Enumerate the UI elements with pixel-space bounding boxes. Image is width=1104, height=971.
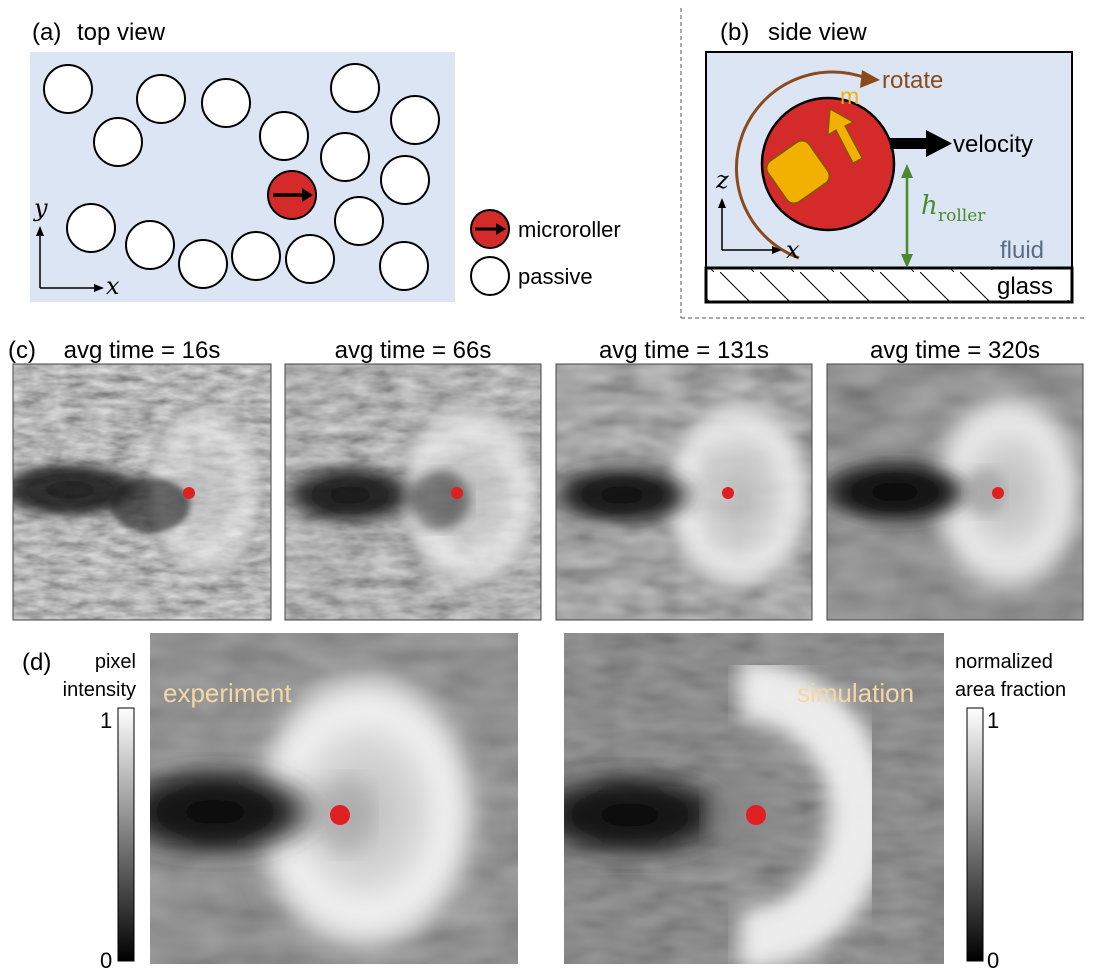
- left-colorbar: [117, 707, 135, 962]
- experiment-label: experiment: [163, 678, 292, 708]
- left-colorbar-min: 0: [100, 948, 112, 971]
- panel-d: (d) pixel intensity 1 0 experiment simul…: [22, 633, 1066, 971]
- panel-a-title: top view: [77, 19, 166, 46]
- top-view-axes: y x: [33, 194, 120, 300]
- right-colorbar: [966, 707, 984, 962]
- rotate-label: rotate: [882, 67, 943, 94]
- experiment-marker: [330, 805, 350, 825]
- frame-2-border: [284, 363, 542, 621]
- passive-particle: [334, 196, 384, 246]
- axis-y-label: y: [33, 194, 48, 222]
- panel-b: (b) side view glass fluid rotate m veloc…: [704, 19, 1074, 304]
- passive-particle: [320, 132, 370, 182]
- frame-2-title: avg time = 66s: [335, 337, 492, 364]
- panel-c-label: (c): [8, 337, 36, 364]
- passive-particle: [93, 117, 143, 167]
- passive-particle: [178, 239, 228, 289]
- passive-particle: [136, 74, 186, 124]
- passive-particle: [43, 64, 93, 114]
- passive-particle: [259, 111, 309, 161]
- passive-particle: [201, 78, 251, 128]
- passive-particle: [285, 234, 335, 284]
- panel-a: (a) top view: [30, 19, 621, 302]
- legend-passive-symbol: [470, 256, 510, 296]
- height-label-sub: roller: [938, 206, 986, 226]
- frame-4-border: [826, 363, 1084, 621]
- magnet-block: [765, 139, 831, 205]
- rotation-arrow-head: [860, 70, 880, 88]
- simulation-marker: [746, 805, 766, 825]
- frame-4-marker: [992, 487, 1004, 499]
- legend-microroller-label: microroller: [518, 217, 621, 242]
- legend-passive: passive: [470, 256, 593, 296]
- panel-b-title: side view: [768, 19, 867, 46]
- simulation-image: [564, 633, 944, 964]
- passive-particle: [379, 241, 429, 291]
- frame-2-marker: [451, 487, 463, 499]
- microroller-particle: [267, 170, 317, 220]
- rotation-arc: [734, 70, 867, 260]
- frame-4-image: [827, 364, 1083, 620]
- right-colorbar-max: 1: [987, 708, 999, 733]
- velocity-arrow: [890, 130, 952, 157]
- passive-particle: [231, 231, 281, 281]
- left-colorbar-max: 1: [100, 708, 112, 733]
- passive-particle: [330, 63, 380, 113]
- panel-a-label: (a): [32, 19, 61, 46]
- glass-label: glass: [997, 273, 1053, 300]
- frame-1-image: [13, 364, 271, 620]
- frame-4-title: avg time = 320s: [870, 337, 1040, 364]
- frame-3-border: [555, 363, 813, 621]
- frame-3-image: [556, 364, 812, 620]
- legend-passive-label: passive: [518, 264, 593, 289]
- frame-1-border: [12, 363, 272, 621]
- passive-particle: [390, 95, 440, 145]
- panel-divider: [680, 8, 1084, 319]
- panel-b-label: (b): [720, 19, 749, 46]
- side-view-axes: z x: [715, 166, 800, 264]
- passive-particle: [125, 220, 175, 270]
- passive-particle: [380, 155, 430, 205]
- axis-x-label: x: [106, 272, 120, 300]
- axis-z-label: z: [715, 166, 729, 194]
- frame-1-title: avg time = 16s: [64, 337, 221, 364]
- frame-3-title: avg time = 131s: [599, 337, 769, 364]
- frame-1-marker: [183, 487, 195, 499]
- moment-label: m: [840, 83, 859, 109]
- right-colorbar-min: 0: [987, 948, 999, 971]
- height-arrow: [901, 164, 913, 268]
- moment-arrow: [827, 108, 863, 164]
- glass-substrate: glass: [704, 266, 1074, 304]
- velocity-label: velocity: [953, 131, 1033, 158]
- right-colorbar-title-1: normalized: [955, 651, 1053, 673]
- legend-microroller: microroller: [470, 209, 621, 249]
- right-colorbar-title-2: area fraction: [955, 679, 1066, 701]
- frame-3-marker: [722, 487, 734, 499]
- experiment-image: [150, 633, 518, 964]
- fluid-label: fluid: [1000, 237, 1044, 264]
- passive-particle: [66, 203, 116, 253]
- axis-x-label-b: x: [786, 236, 800, 264]
- simulation-label: simulation: [797, 678, 914, 708]
- left-colorbar-title-2: intensity: [63, 679, 136, 701]
- height-label-h: h: [921, 191, 938, 221]
- passive-particles: [43, 63, 440, 291]
- panel-c: (c) avg time = 16s avg time = 66s avg ti…: [8, 337, 1084, 621]
- panel-d-label: (d): [22, 649, 51, 676]
- left-colorbar-title-1: pixel: [95, 651, 136, 673]
- frame-2-image: [285, 364, 541, 620]
